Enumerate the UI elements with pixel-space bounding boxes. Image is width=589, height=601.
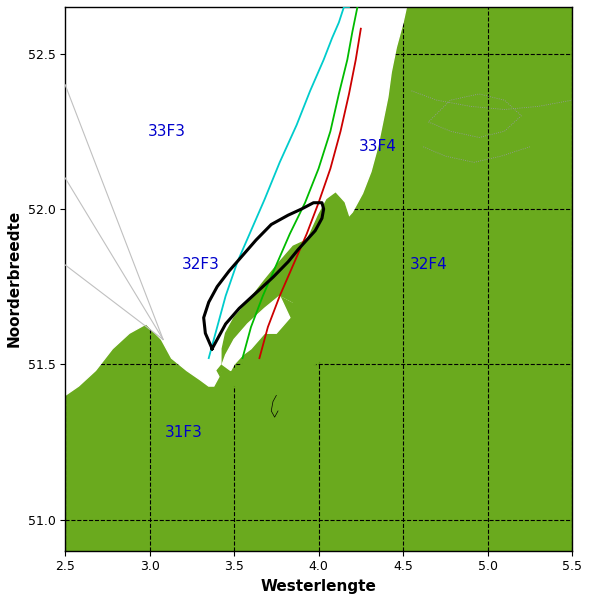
Text: 33F3: 33F3	[147, 124, 186, 139]
Text: 32F3: 32F3	[181, 257, 219, 272]
Polygon shape	[65, 7, 572, 551]
Text: 33F4: 33F4	[359, 139, 396, 154]
Polygon shape	[290, 194, 349, 318]
Polygon shape	[222, 296, 290, 371]
Polygon shape	[222, 240, 336, 364]
X-axis label: Westerlengte: Westerlengte	[261, 579, 376, 594]
Text: 31F3: 31F3	[164, 425, 203, 440]
Polygon shape	[217, 311, 339, 386]
Y-axis label: Noorderbreedte: Noorderbreedte	[7, 210, 22, 347]
Polygon shape	[65, 7, 406, 395]
Text: 32F4: 32F4	[409, 257, 447, 272]
